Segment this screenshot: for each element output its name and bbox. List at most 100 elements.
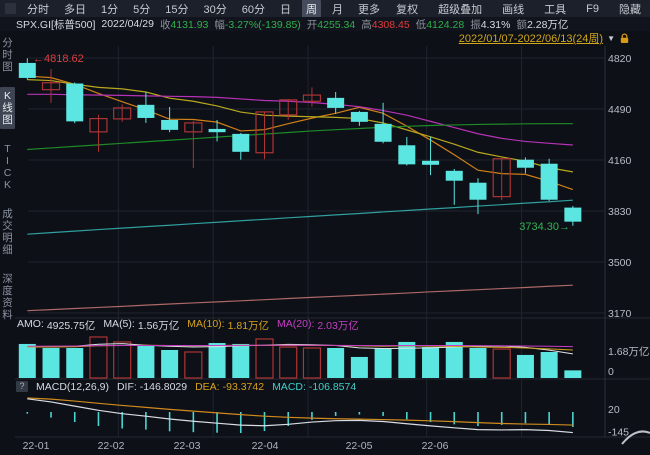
candle-up — [41, 82, 61, 91]
svg-text:3830: 3830 — [608, 206, 632, 218]
macd-panel-header: ? MACD(12,26,9) DIF: -146.8029 DEA: -93.37… — [16, 380, 356, 393]
volume-bar — [255, 338, 274, 379]
lock-icon[interactable] — [619, 32, 630, 44]
high-annotation: ←4818.62 — [33, 53, 84, 65]
volume-bar — [327, 347, 345, 378]
candle-up — [492, 158, 511, 198]
date-range-link[interactable]: 2022/01/07-2022/06/13(24周) — [458, 33, 604, 45]
period-tabs: 分时 多日 1分 5分 15分 30分 60分 日 周 月 更多 — [0, 0, 384, 18]
ma-20-magenta — [27, 93, 573, 146]
svg-text:4820: 4820 — [608, 53, 632, 65]
tab-more[interactable]: 更多 — [358, 3, 380, 16]
svg-text:3170: 3170 — [608, 308, 632, 320]
tab-15min[interactable]: 15分 — [165, 3, 189, 16]
candle-up — [279, 99, 298, 116]
dea-value: DEA: -93.3742 — [195, 380, 265, 393]
vol-ma20-magenta — [27, 344, 573, 348]
tab-30min[interactable]: 30分 — [203, 3, 227, 16]
candle-up — [184, 122, 203, 133]
tab-5min[interactable]: 5分 — [133, 3, 151, 16]
svg-text:4160: 4160 — [608, 155, 632, 167]
macd-name: MACD(12,26,9) — [36, 380, 109, 393]
candle-down — [327, 97, 345, 108]
volume-bar — [89, 336, 108, 379]
dea-line — [27, 397, 573, 426]
candle-down — [564, 207, 582, 222]
field-low: 低4124.28 — [415, 18, 465, 31]
sidebar-item-timeline[interactable]: 分时图 — [2, 37, 13, 73]
volume-bar — [350, 356, 368, 378]
tab-day[interactable]: 日 — [280, 3, 291, 16]
tab-month[interactable]: 月 — [332, 3, 343, 16]
help-icon[interactable]: ? — [16, 381, 28, 392]
candle-down — [398, 145, 416, 165]
tab-duori[interactable]: 多日 — [64, 3, 86, 16]
ma-mid-yellow — [27, 79, 573, 173]
sidebar-item-trades[interactable]: 成交明细 — [2, 208, 13, 256]
volume-bar — [422, 347, 440, 378]
vol-ma20-value: MA(20): 2.03万亿 — [277, 318, 359, 332]
volume-bar — [445, 341, 463, 378]
quote-date: 2022/04/29 — [101, 18, 154, 30]
field-change: 幅-3.27%(-139.85) — [214, 18, 301, 31]
date-range-bar: 2022/01/07-2022/06/13(24周) ▼ — [459, 31, 630, 45]
volume-bar — [42, 347, 60, 378]
candle-down — [350, 111, 368, 122]
field-high: 高4308.45 — [361, 18, 410, 31]
candle-down — [66, 83, 84, 122]
btn-tools[interactable]: 工具 — [544, 3, 567, 16]
btn-f9[interactable]: F9 — [586, 2, 599, 15]
candle-down — [422, 160, 440, 165]
candle-up — [89, 117, 108, 133]
x-axis-label: 22-02 — [98, 440, 125, 452]
volume-bar — [398, 341, 416, 378]
macd-value: MACD: -106.8574 — [272, 380, 357, 393]
candle-down — [469, 182, 487, 200]
tab-60min[interactable]: 60分 — [241, 3, 265, 16]
volume-bar — [208, 343, 226, 378]
btn-fuquan[interactable]: 复权 — [396, 3, 419, 16]
app-corner-icon — [5, 3, 16, 14]
tab-week[interactable]: 周 — [302, 0, 321, 18]
ma-longest-pink — [27, 284, 573, 312]
x-axis-label: 22-06 — [422, 440, 449, 452]
ma-slow-green — [27, 123, 573, 151]
volume-bar — [232, 343, 250, 378]
chevron-down-icon[interactable]: ▼ — [607, 33, 615, 43]
btn-draw[interactable]: 画线 — [502, 3, 525, 16]
candle-up — [302, 94, 322, 102]
candle-down — [208, 128, 226, 133]
tab-fenshi[interactable]: 分时 — [27, 3, 49, 16]
btn-overlay[interactable]: 超级叠加 — [438, 3, 483, 16]
svg-text:3500: 3500 — [608, 257, 632, 269]
volume-bar — [302, 347, 322, 379]
x-axis-label: 22-05 — [346, 440, 373, 452]
volume-bar — [18, 343, 36, 378]
dif-value: DIF: -146.8029 — [116, 380, 188, 393]
ma-long-teal — [27, 199, 573, 235]
candle-up — [113, 107, 132, 120]
candle-down — [374, 123, 392, 142]
field-turnover: 额2.28万亿 — [516, 18, 569, 31]
candle-down — [516, 159, 534, 168]
volume-bar — [492, 348, 511, 379]
volume-bar — [161, 349, 179, 378]
quote-info-bar: SPX.GI[标普500] 2022/04/29 收4131.93 幅-3.27… — [0, 17, 650, 31]
svg-text:20: 20 — [608, 404, 620, 416]
field-open: 开4255.34 — [306, 18, 356, 31]
x-axis-label: 22-03 — [174, 440, 201, 452]
volume-bar — [184, 351, 203, 379]
svg-text:1.68万亿: 1.68万亿 — [608, 345, 649, 358]
tab-1min[interactable]: 1分 — [101, 3, 119, 16]
field-close: 收4131.93 — [159, 18, 209, 31]
volume-bar — [540, 352, 558, 378]
x-axis-label: 22-01 — [23, 440, 50, 452]
sidebar-item-depth[interactable]: 深度资料 — [2, 273, 13, 321]
candle-down — [540, 163, 558, 200]
btn-hide[interactable]: 隐藏 — [619, 3, 641, 16]
